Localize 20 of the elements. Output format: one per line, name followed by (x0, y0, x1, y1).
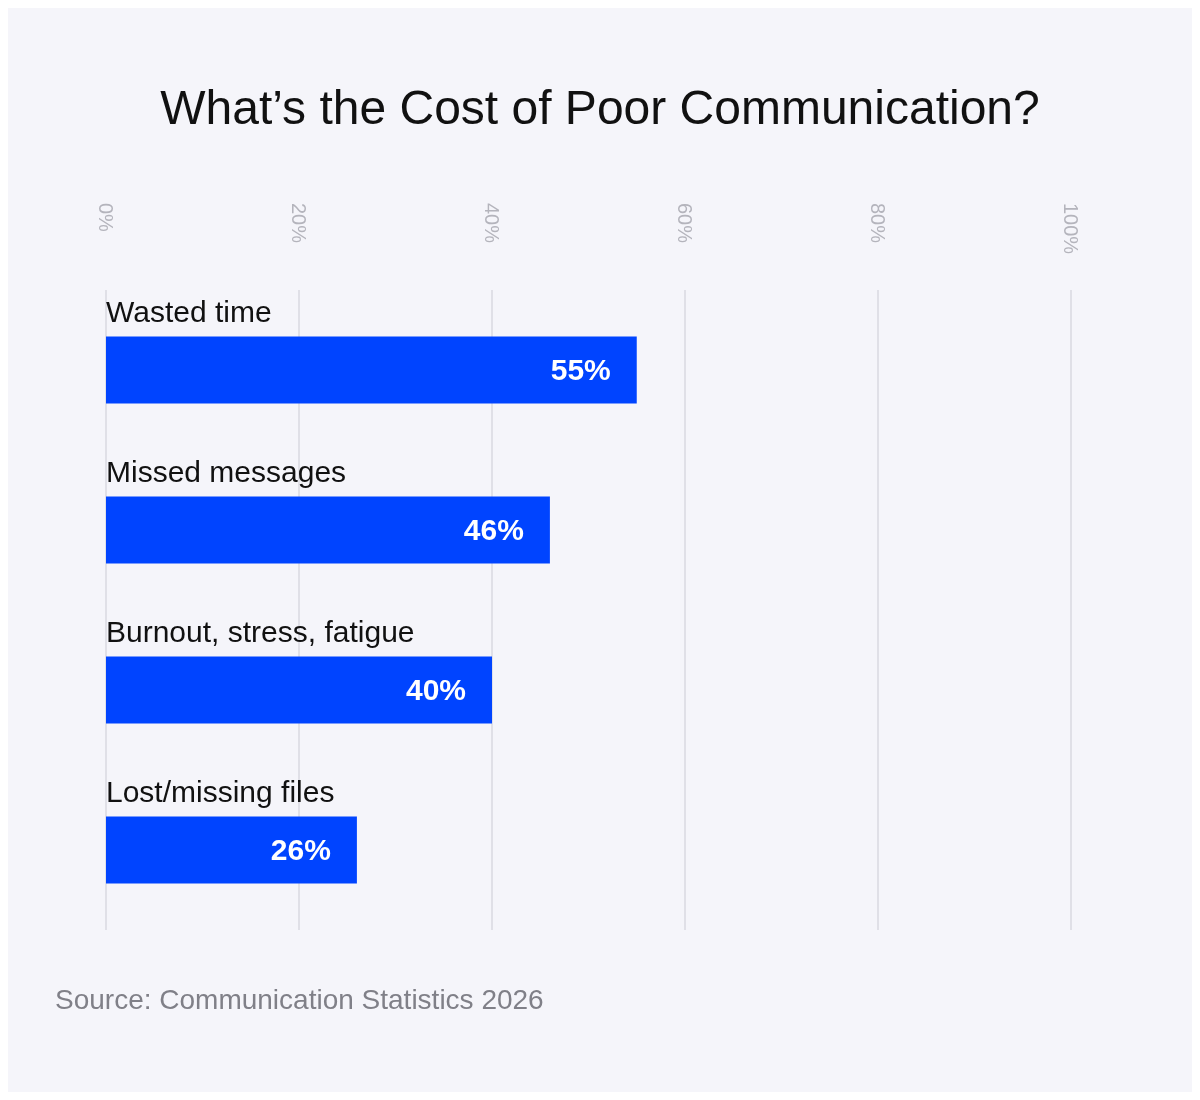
x-tick-label: 100% (1060, 203, 1082, 255)
x-tick-label: 20% (288, 203, 310, 244)
chart-title: What’s the Cost of Poor Communication? (159, 80, 1041, 135)
bar (106, 816, 357, 884)
y-tick-label: Missed messages (106, 455, 347, 489)
bar (106, 656, 492, 724)
data-label: 46% (463, 513, 524, 547)
bar (106, 336, 637, 404)
data-label: 55% (550, 353, 611, 387)
bar (106, 496, 550, 564)
y-tick-label: Lost/missing files (106, 775, 335, 809)
x-tick-label: 40% (481, 203, 503, 244)
data-label: 26% (270, 833, 331, 867)
source-note: Source: Communication Statistics 2026 (55, 984, 544, 1016)
x-tick-label: 0% (95, 203, 117, 233)
x-tick-label: 60% (674, 203, 696, 244)
x-tick-label: 80% (867, 203, 889, 244)
y-tick-label: Wasted time (106, 295, 272, 329)
data-label: 40% (405, 673, 466, 707)
y-tick-label: Burnout, stress, fatigue (106, 615, 415, 649)
